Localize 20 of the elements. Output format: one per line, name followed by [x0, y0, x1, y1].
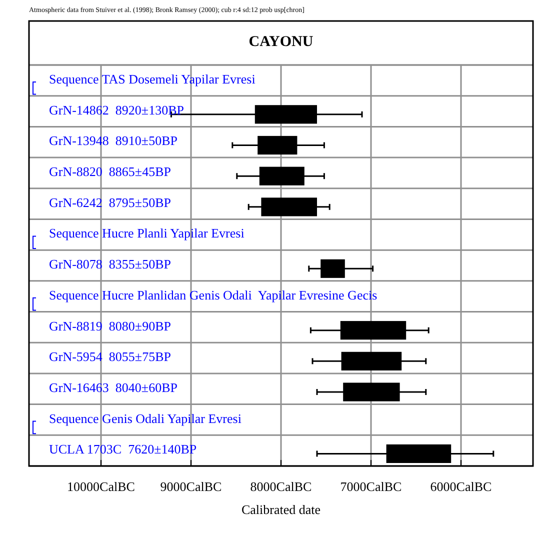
x-axis-title: Calibrated date [241, 502, 321, 517]
y-tick-label: GrN-16463 8040±60BP [49, 380, 178, 395]
y-tick-label: Sequence Genis Odali Yapilar Evresi [49, 410, 242, 426]
y-tick-label: Sequence Hucre Planlidan Genis Odali Yapilar Evresine Gecis [49, 287, 378, 302]
y-tick-label: GrN-14862 8920±130BP [49, 102, 184, 118]
y-tick-label: Sequence Hucre Planli Yapilar Evresi [49, 226, 245, 241]
y-tick-label: GrN-6242 8795±50BP [49, 194, 171, 210]
x-tick-label: 9000CalBC [160, 479, 222, 494]
y-tick-label: GrN-8820 8865±45BP [49, 164, 171, 180]
x-tick-label: 10000CalBC [67, 479, 135, 494]
y-tick-label: Sequence TAS Dosemeli Yapilar Evresi [49, 72, 256, 87]
x-tick-label: 6000CalBC [430, 479, 492, 494]
x-tick-label: 7000CalBC [340, 479, 402, 494]
y-tick-label: GrN-8078 8355±50BP [49, 256, 171, 272]
y-tick-label: GrN-5954 8055±75BP [49, 349, 171, 364]
x-tick-label: 8000CalBC [250, 479, 312, 494]
y-tick-label: GrN-13948 8910±50BP [49, 133, 178, 148]
y-tick-label: UCLA 1703C 7620±140BP [49, 442, 197, 457]
chart-title: CAYONU [248, 34, 314, 50]
y-tick-label: GrN-8819 8080±90BP [49, 318, 171, 334]
